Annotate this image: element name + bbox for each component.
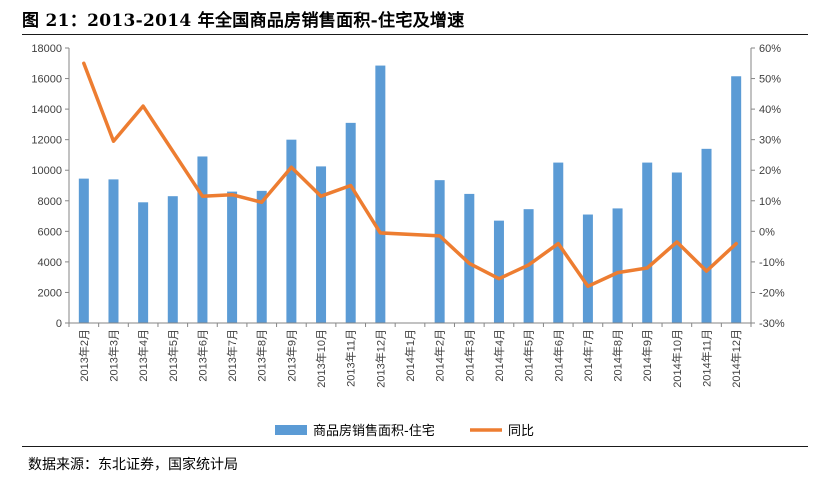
left-tick-label: 12000 [31,135,62,147]
x-tick-label: 2013年3月 [106,329,120,382]
x-tick-label: 2014年4月 [492,329,506,382]
x-tick-label: 2014年10月 [670,329,684,388]
x-tick-label: 2014年3月 [462,329,476,382]
right-tick-label: 30% [759,135,781,147]
x-tick-label: 2013年12月 [373,329,387,388]
bar-10 [345,122,356,323]
right-tick-label: 60% [759,43,781,55]
bar-8 [286,139,297,323]
bar-6 [227,191,238,323]
x-tick-label: 2013年6月 [195,329,209,382]
bar-4 [167,196,178,323]
bar-9 [316,166,327,323]
x-tick-label: 2014年6月 [551,329,565,382]
left-tick-label: 14000 [31,104,62,116]
x-tick-label: 2013年8月 [255,329,269,382]
right-tick-label: -10% [759,257,785,269]
x-tick-label: 2014年11月 [700,329,714,387]
x-tick-label: 2013年9月 [284,329,298,382]
bar-20 [642,162,653,323]
page-title: 图 21：2013-2014 年全国商品房销售面积-住宅及增速 [22,11,465,31]
right-tick-label: -20% [759,287,785,299]
x-tick-label: 2013年10月 [314,329,328,388]
right-axis-ticks: -30% -20% -10% 0% 10% 20% 30% 40% 50% 60% [751,43,785,330]
bar-14 [464,193,475,323]
bar-15 [493,220,504,323]
left-tick-label: 2000 [38,287,62,299]
bar-1 [78,178,89,323]
left-tick-label: 10000 [31,165,62,177]
x-tick-label: 2013年7月 [225,329,239,382]
legend-bar-swatch [275,425,307,435]
right-tick-label: 40% [759,104,781,116]
legend-line-label: 同比 [508,424,534,439]
left-tick-label: 0 [56,318,62,330]
right-tick-label: 50% [759,74,781,86]
chart-axes [68,48,752,324]
bar-21 [671,172,682,323]
right-tick-label: 0% [759,226,775,238]
x-tick-label: 2014年5月 [522,329,536,382]
bar-series [78,65,742,323]
left-tick-label: 4000 [38,257,62,269]
right-tick-label: -30% [759,318,785,330]
bar-7 [256,190,267,323]
bar-18 [582,214,593,323]
bar-13 [434,180,445,323]
left-tick-label: 18000 [31,43,62,55]
x-tick-label: 2014年9月 [640,329,654,382]
bar-22 [701,148,712,323]
left-tick-label: 8000 [38,196,62,208]
chart-legend: 商品房销售面积-住宅 同比 [275,423,534,439]
legend-bar-label: 商品房销售面积-住宅 [313,423,435,439]
bar-11 [375,65,386,323]
left-tick-label: 16000 [31,74,62,86]
bar-5 [197,156,208,323]
title-divider [22,34,808,35]
right-tick-label: 20% [759,165,781,177]
x-tick-label: 2013年5月 [166,329,180,382]
x-tick-label: 2013年2月 [77,329,91,382]
x-tick-label: 2014年8月 [611,329,625,382]
left-tick-label: 6000 [38,226,62,238]
x-axis-ticks: 2013年2月 2013年3月 2013年4月 2013年5月 2013年6月 2013年… [68,323,752,388]
footer-divider [22,446,808,447]
x-tick-label: 2014年7月 [581,329,595,382]
bar-23 [731,76,742,323]
x-tick-label: 2014年12月 [729,329,743,388]
x-tick-label: 2013年4月 [136,329,150,382]
yoy-line [82,61,738,289]
x-tick-label: 2014年2月 [433,329,447,382]
bar-3 [138,202,149,323]
line-series [82,61,738,289]
bar-19 [612,208,623,323]
x-tick-label: 2014年1月 [403,329,417,382]
source-note: 数据来源：东北证券，国家统计局 [28,457,238,473]
right-tick-label: 10% [759,196,781,208]
bar-2 [108,179,119,323]
left-axis-ticks: 0 2000 4000 6000 8000 10000 12000 14000 16000 180… [31,43,69,330]
x-tick-label: 2013年11月 [344,329,358,387]
